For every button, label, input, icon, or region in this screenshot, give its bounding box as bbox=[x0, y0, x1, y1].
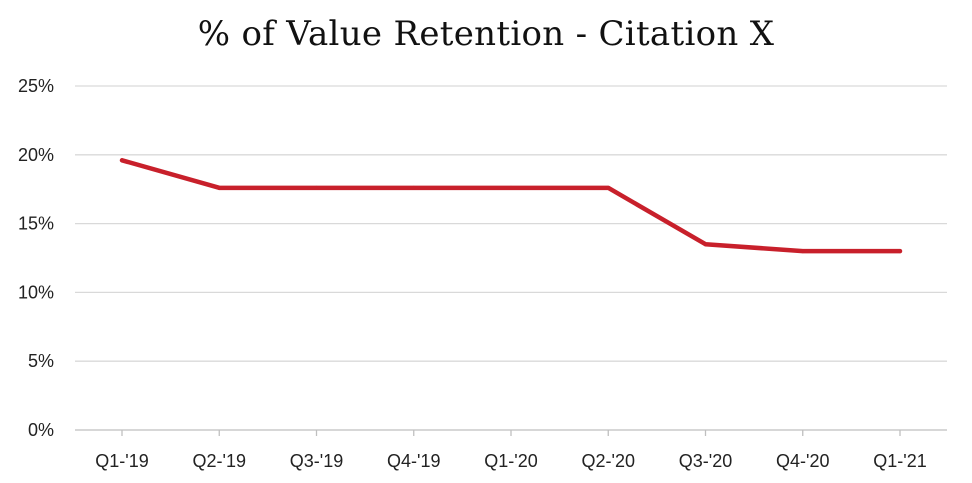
y-tick-label: 20% bbox=[18, 145, 54, 165]
data-point bbox=[800, 249, 805, 254]
gridlines bbox=[75, 85, 947, 431]
x-tick-label: Q3-'19 bbox=[290, 451, 343, 471]
series-line bbox=[119, 158, 903, 254]
data-point bbox=[217, 185, 222, 190]
x-tick-label: Q2-'20 bbox=[582, 451, 635, 471]
chart-title: % of Value Retention - Citation X bbox=[197, 14, 775, 54]
data-point bbox=[703, 242, 708, 247]
series-group bbox=[119, 158, 903, 254]
y-tick-label: 10% bbox=[18, 282, 54, 302]
data-point bbox=[606, 185, 611, 190]
data-point bbox=[411, 185, 416, 190]
x-tick-label: Q1-'19 bbox=[95, 451, 148, 471]
y-axis-ticks: 0% 5% 10% 15% 20% 25% bbox=[18, 76, 54, 440]
x-tick-label: Q4-'19 bbox=[387, 451, 440, 471]
x-tick-label: Q2-'19 bbox=[193, 451, 246, 471]
y-tick-label: 15% bbox=[18, 214, 54, 234]
data-point bbox=[314, 185, 319, 190]
data-point bbox=[509, 185, 513, 190]
x-tick-label: Q1-'21 bbox=[873, 451, 926, 471]
y-tick-label: 25% bbox=[18, 76, 54, 96]
y-tick-label: 5% bbox=[28, 351, 54, 371]
x-axis-ticks: Q1-'19 Q2-'19 Q3-'19 Q4-'19 Q1-'20 Q2-'20 Q3-'… bbox=[95, 430, 927, 471]
y-tick-label: 0% bbox=[28, 420, 54, 440]
x-tick-label: Q3-'20 bbox=[679, 451, 732, 471]
data-point bbox=[898, 249, 902, 254]
data-point bbox=[120, 158, 124, 163]
x-tick-label: Q4-'20 bbox=[776, 451, 829, 471]
x-tick-label: Q1-'20 bbox=[484, 451, 537, 471]
